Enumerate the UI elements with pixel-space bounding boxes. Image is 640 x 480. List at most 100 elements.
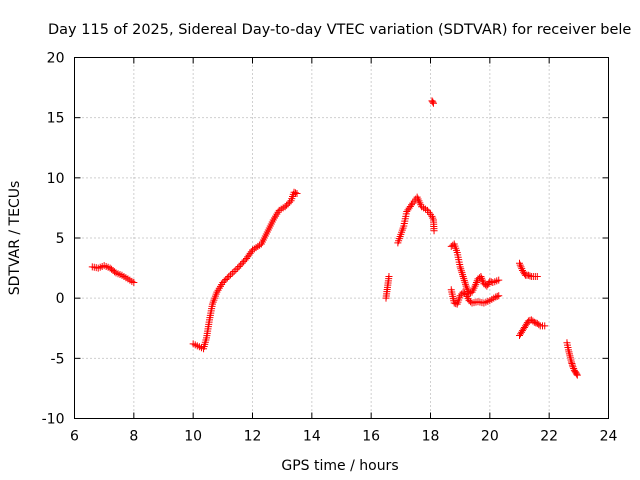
data-point [458, 269, 466, 277]
x-tick-label: 22 [540, 429, 558, 445]
x-tick-label: 16 [362, 429, 380, 445]
data-point [462, 282, 470, 290]
data-point [530, 318, 538, 326]
data-point [459, 273, 467, 281]
data-point [234, 264, 242, 272]
x-tick-label: 10 [184, 429, 202, 445]
data-point [290, 188, 298, 196]
data-point [222, 276, 230, 284]
data-point [450, 299, 458, 307]
series-arc-2 [189, 188, 301, 353]
data-point [237, 261, 245, 269]
data-point [130, 279, 138, 287]
data-point [457, 265, 465, 273]
series-arc-10 [563, 339, 581, 379]
series-arc-9 [516, 316, 549, 339]
data-point [526, 272, 534, 280]
y-tick-label: 5 [56, 231, 65, 247]
data-point [219, 279, 227, 287]
series-arc-1 [88, 262, 138, 287]
data-point [472, 280, 480, 288]
data-point [227, 271, 235, 279]
data-point [517, 263, 525, 271]
data-point [457, 267, 465, 275]
data-point [461, 278, 469, 286]
data-point [529, 317, 537, 325]
data-point [429, 99, 437, 107]
series-arc-4 [394, 193, 438, 247]
data-point [228, 269, 236, 277]
data-point [283, 201, 291, 209]
data-point [281, 203, 289, 211]
y-tick-label: 0 [56, 291, 65, 307]
x-tick-label: 6 [70, 429, 79, 445]
x-tick-label: 8 [129, 429, 138, 445]
data-point [516, 261, 524, 269]
data-point [249, 246, 256, 254]
data-point [471, 282, 479, 290]
x-tick-label: 24 [600, 429, 618, 445]
data-point [495, 276, 503, 284]
data-point [526, 316, 534, 324]
data-point [533, 273, 541, 281]
data-point [408, 201, 416, 209]
data-point [429, 98, 437, 106]
x-tick-label: 20 [481, 429, 499, 445]
series-arc-7 [447, 286, 503, 308]
data-point [240, 258, 248, 266]
data-point [238, 259, 246, 267]
data-point [430, 227, 438, 235]
data-point [293, 189, 301, 197]
data-point [495, 292, 503, 300]
data-point [463, 284, 471, 292]
data-point [225, 273, 233, 281]
y-tick-label: -10 [42, 412, 65, 428]
data-point [232, 266, 240, 274]
x-tick-label: 18 [422, 429, 440, 445]
data-point [429, 214, 437, 222]
grid [74, 57, 609, 419]
y-tick-label: 10 [47, 171, 65, 187]
x-tick-label: 14 [303, 429, 321, 445]
plot-frame [74, 57, 609, 419]
data-points [88, 97, 581, 379]
data-point [569, 363, 577, 371]
data-point [459, 271, 467, 279]
data-point [385, 273, 393, 281]
data-point [516, 259, 523, 267]
data-point [570, 365, 578, 373]
series-arc-5 [428, 97, 437, 107]
data-point [493, 292, 501, 300]
data-point [428, 212, 436, 220]
data-point [252, 244, 260, 252]
data-point [518, 265, 526, 273]
data-point [477, 273, 485, 281]
series-arc-6 [447, 240, 503, 297]
series-arc-3 [382, 273, 393, 302]
x-tick-label: 12 [244, 429, 262, 445]
data-point [492, 293, 500, 301]
data-point [535, 321, 543, 329]
chart-title: Day 115 of 2025, Sidereal Day-to-day VTE… [48, 22, 631, 38]
series-arc-8 [516, 259, 541, 281]
data-point [230, 267, 238, 275]
data-point [235, 262, 243, 270]
data-point [284, 200, 292, 208]
data-point [456, 292, 464, 300]
data-point [478, 276, 486, 284]
y-tick-label: 20 [47, 51, 65, 67]
y-tick-label: 15 [47, 111, 65, 127]
data-point [532, 319, 540, 327]
y-axis-label: SDTVAR / TECUs [7, 181, 23, 296]
tick-labels: 6 8 10 12 14 16 18 20 22 24 -10 -5 0 5 10 15 20 [42, 51, 618, 445]
y-tick-label: -5 [51, 351, 65, 367]
data-point [524, 271, 532, 279]
data-point [472, 279, 480, 287]
data-point [286, 198, 294, 206]
data-point [478, 274, 486, 282]
data-point [220, 277, 228, 285]
x-axis-label: GPS time / hours [281, 458, 398, 474]
data-point [292, 189, 300, 197]
data-point [458, 290, 466, 298]
